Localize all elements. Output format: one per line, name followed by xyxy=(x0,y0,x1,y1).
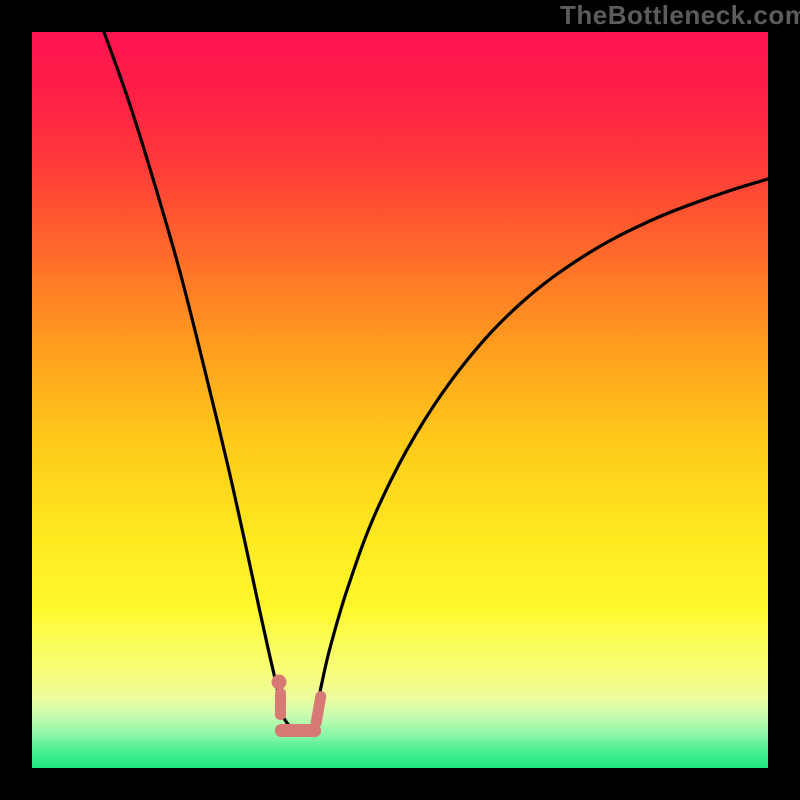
chart-svg xyxy=(0,0,800,800)
chart-frame xyxy=(0,0,800,800)
watermark-text: TheBottleneck.com xyxy=(560,0,800,31)
